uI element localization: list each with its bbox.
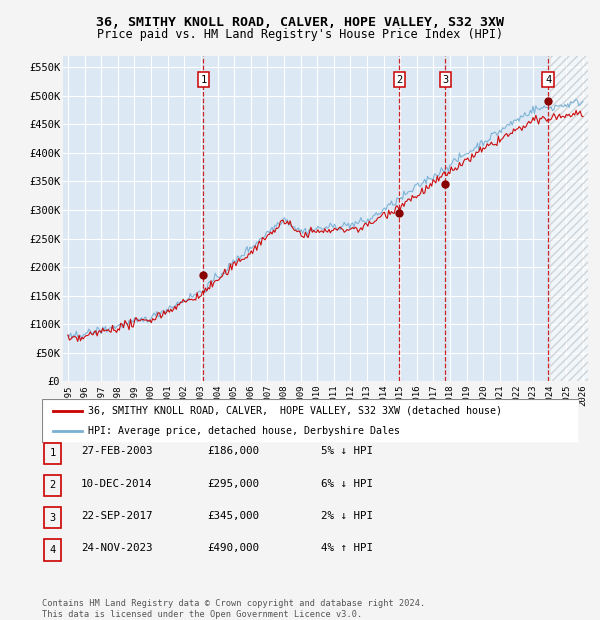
Text: 10-DEC-2014: 10-DEC-2014 (81, 479, 152, 489)
Text: Price paid vs. HM Land Registry's House Price Index (HPI): Price paid vs. HM Land Registry's House … (97, 28, 503, 41)
Text: 4: 4 (545, 75, 551, 85)
Text: 3: 3 (442, 75, 449, 85)
Text: 36, SMITHY KNOLL ROAD, CALVER, HOPE VALLEY, S32 3XW: 36, SMITHY KNOLL ROAD, CALVER, HOPE VALL… (96, 16, 504, 29)
Text: 2: 2 (50, 480, 56, 490)
Text: 4% ↑ HPI: 4% ↑ HPI (321, 543, 373, 553)
Text: 24-NOV-2023: 24-NOV-2023 (81, 543, 152, 553)
Text: 5% ↓ HPI: 5% ↓ HPI (321, 446, 373, 456)
Text: 36, SMITHY KNOLL ROAD, CALVER,  HOPE VALLEY, S32 3XW (detached house): 36, SMITHY KNOLL ROAD, CALVER, HOPE VALL… (88, 405, 502, 416)
Text: £490,000: £490,000 (207, 543, 259, 553)
Text: 22-SEP-2017: 22-SEP-2017 (81, 511, 152, 521)
Text: 3: 3 (50, 513, 56, 523)
Text: £295,000: £295,000 (207, 479, 259, 489)
FancyBboxPatch shape (42, 399, 579, 443)
Text: £345,000: £345,000 (207, 511, 259, 521)
Text: 6% ↓ HPI: 6% ↓ HPI (321, 479, 373, 489)
Text: 2% ↓ HPI: 2% ↓ HPI (321, 511, 373, 521)
Text: 1: 1 (50, 448, 56, 458)
Text: £186,000: £186,000 (207, 446, 259, 456)
Text: 2: 2 (396, 75, 403, 85)
Text: Contains HM Land Registry data © Crown copyright and database right 2024.
This d: Contains HM Land Registry data © Crown c… (42, 600, 425, 619)
Text: 27-FEB-2003: 27-FEB-2003 (81, 446, 152, 456)
Text: 1: 1 (200, 75, 206, 85)
Text: 4: 4 (50, 545, 56, 555)
Text: HPI: Average price, detached house, Derbyshire Dales: HPI: Average price, detached house, Derb… (88, 426, 400, 436)
